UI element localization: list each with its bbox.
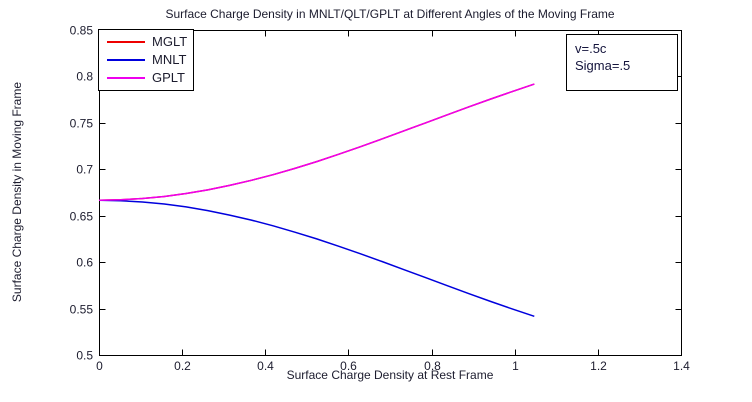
legend: MGLT MNLT GPLT [98, 29, 194, 91]
x-tick-label: 0.2 [174, 359, 191, 373]
x-tick-label: 1.4 [673, 359, 690, 373]
x-tick-label: 1.2 [590, 359, 607, 373]
x-axis-label: Surface Charge Density at Rest Frame [286, 368, 494, 382]
legend-label: MNLT [152, 52, 187, 67]
annotation-sigma: Sigma=.5 [575, 58, 631, 73]
y-tick-label: 0.6 [76, 256, 93, 270]
x-tick-label: 1 [512, 359, 519, 373]
y-tick-label: 0.55 [70, 303, 94, 317]
y-tick-label: 0.8 [76, 70, 93, 84]
legend-entry-mnlt: MNLT [99, 51, 193, 69]
x-tick-label: 0.4 [257, 359, 274, 373]
legend-entry-gplt: GPLT [99, 69, 193, 87]
parameter-annotation-box: v=.5c Sigma=.5 [566, 34, 678, 91]
curve-mglt [98, 83, 535, 201]
legend-line-sample-magenta [107, 77, 145, 79]
x-tick-label: 0 [96, 359, 103, 373]
annotation-velocity: v=.5c [575, 41, 607, 56]
curve-mnlt [98, 199, 535, 318]
chart-title: Surface Charge Density in MNLT/QLT/GPLT … [165, 7, 615, 21]
legend-line-sample-blue [107, 59, 145, 61]
legend-label: MGLT [152, 34, 188, 49]
legend-entry-mglt: MGLT [99, 33, 193, 51]
y-axis-label-container: Surface Charge Density in Moving Frame [8, 30, 26, 355]
x-tick-label: 0.8 [424, 359, 441, 373]
axes-box [99, 30, 682, 356]
x-tick-label: 0.6 [340, 359, 357, 373]
y-tick-label: 0.65 [70, 210, 94, 224]
y-tick-label: 0.75 [70, 117, 94, 131]
curve-gplt [98, 83, 535, 201]
y-tick-label: 0.5 [76, 349, 93, 363]
legend-line-sample-red [107, 41, 145, 43]
y-axis-label: Surface Charge Density in Moving Frame [10, 82, 24, 303]
legend-label: GPLT [152, 70, 185, 85]
y-tick-label: 0.85 [70, 24, 94, 38]
y-tick-label: 0.7 [76, 163, 93, 177]
